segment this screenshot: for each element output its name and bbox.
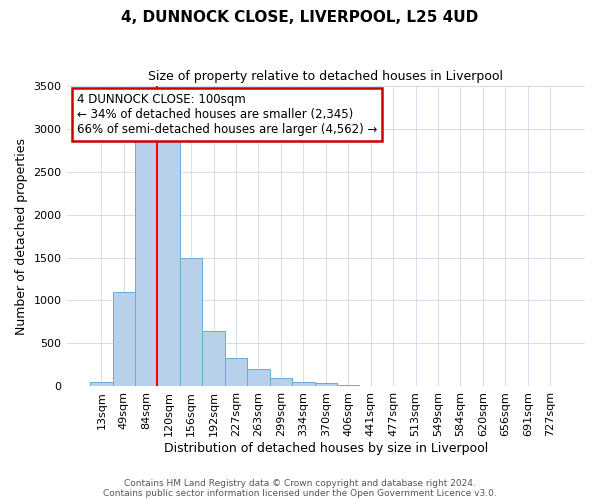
Bar <box>314 383 337 386</box>
Bar <box>247 370 269 386</box>
Bar <box>113 292 135 386</box>
Text: 4, DUNNOCK CLOSE, LIVERPOOL, L25 4UD: 4, DUNNOCK CLOSE, LIVERPOOL, L25 4UD <box>121 10 479 25</box>
Bar <box>225 358 247 386</box>
Bar <box>90 382 113 386</box>
X-axis label: Distribution of detached houses by size in Liverpool: Distribution of detached houses by size … <box>164 442 488 455</box>
Title: Size of property relative to detached houses in Liverpool: Size of property relative to detached ho… <box>148 70 503 83</box>
Text: Contains HM Land Registry data © Crown copyright and database right 2024.: Contains HM Land Registry data © Crown c… <box>124 478 476 488</box>
Text: Contains public sector information licensed under the Open Government Licence v3: Contains public sector information licen… <box>103 488 497 498</box>
Bar <box>292 382 314 386</box>
Bar <box>157 133 180 386</box>
Bar <box>180 258 202 386</box>
Bar <box>135 133 157 386</box>
Bar <box>202 330 225 386</box>
Bar <box>337 384 359 386</box>
Text: 4 DUNNOCK CLOSE: 100sqm
← 34% of detached houses are smaller (2,345)
66% of semi: 4 DUNNOCK CLOSE: 100sqm ← 34% of detache… <box>77 93 377 136</box>
Bar <box>269 378 292 386</box>
Y-axis label: Number of detached properties: Number of detached properties <box>15 138 28 334</box>
